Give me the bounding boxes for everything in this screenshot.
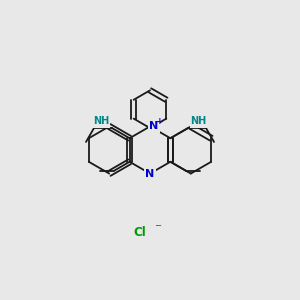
Text: NH: NH [190, 116, 207, 126]
Text: N: N [146, 169, 154, 178]
Text: Cl: Cl [133, 226, 146, 239]
Text: NH: NH [93, 116, 110, 126]
Text: ⁻: ⁻ [154, 222, 161, 236]
Text: N: N [149, 122, 158, 131]
Text: +: + [157, 117, 164, 126]
